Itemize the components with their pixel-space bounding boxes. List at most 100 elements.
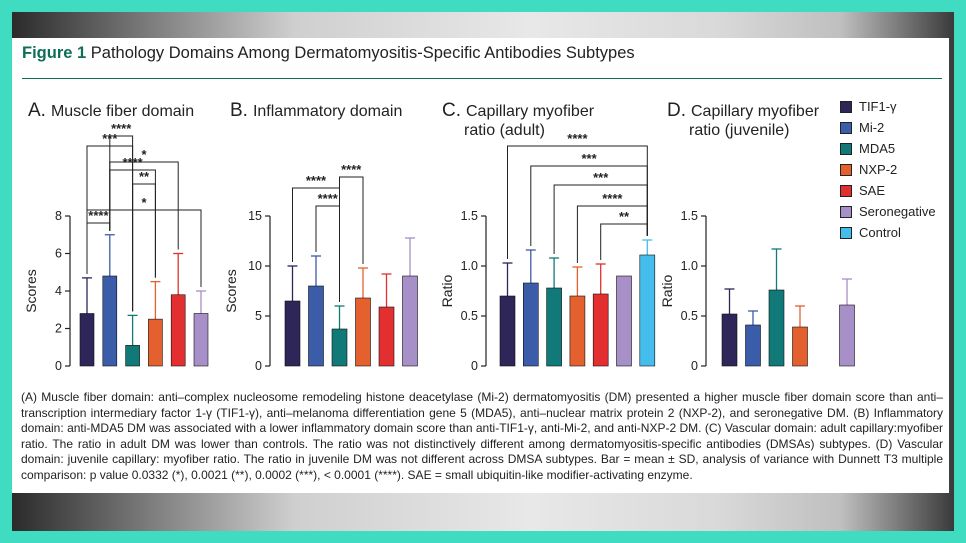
figure-card: Figure 1 Pathology Domains Among Dermato… xyxy=(12,38,949,493)
legend-swatch xyxy=(840,205,852,218)
legend-item: Seronegative xyxy=(840,201,936,222)
bar xyxy=(839,304,855,367)
significance-bracket xyxy=(600,223,648,260)
bar xyxy=(284,300,301,367)
y-tick-label: 1.5 xyxy=(681,209,698,223)
bar xyxy=(721,313,738,367)
charts-area: A. Muscle fiber domain02468Scores********… xyxy=(23,100,855,373)
bar xyxy=(569,295,586,367)
y-tick-label: 5 xyxy=(255,309,262,323)
figure-label: Figure 1 xyxy=(22,44,87,62)
panel-letter: D. xyxy=(667,100,686,121)
y-axis-label: Ratio xyxy=(439,274,455,307)
bar xyxy=(79,313,95,367)
bar xyxy=(355,297,371,367)
y-tick-label: 1.0 xyxy=(681,259,698,273)
panel-letter: A. xyxy=(28,100,46,121)
bar xyxy=(499,295,516,367)
significance-label: ** xyxy=(619,209,630,224)
bar xyxy=(402,275,418,367)
legend-label: TIF1-γ xyxy=(859,99,897,114)
y-tick-label: 2 xyxy=(55,322,62,336)
panel-title-line: Capillary myofiber xyxy=(691,103,820,120)
figure-title-text: Pathology Domains Among Dermatomyositis-… xyxy=(90,44,635,62)
legend-swatch xyxy=(840,184,852,197)
bar xyxy=(792,326,808,367)
legend-label: SAE xyxy=(859,183,886,198)
significance-label: **** xyxy=(88,208,109,223)
figure-caption: (A) Muscle fiber domain: anti–complex nu… xyxy=(21,390,943,483)
bar xyxy=(592,293,609,367)
y-tick-label: 0.5 xyxy=(461,309,478,323)
bar xyxy=(616,275,632,367)
y-axis-label: Ratio xyxy=(659,274,675,307)
y-tick-label: 0 xyxy=(471,359,478,373)
significance-bracket xyxy=(339,176,364,302)
y-tick-label: 0.5 xyxy=(681,309,698,323)
significance-bracket xyxy=(86,222,111,274)
legend-item: Mi-2 xyxy=(840,117,936,138)
y-tick-label: 10 xyxy=(248,259,262,273)
significance-label: *** xyxy=(593,170,609,185)
significance-bracket xyxy=(507,145,648,259)
panel-title: D. Capillary myofiber ratio (juvenile) xyxy=(667,100,820,139)
y-tick-label: 0 xyxy=(255,359,262,373)
y-tick-label: 4 xyxy=(55,284,62,298)
legend-label: MDA5 xyxy=(859,141,896,156)
y-tick-label: 6 xyxy=(55,247,62,261)
legend-label: Control xyxy=(859,225,901,240)
legend: TIF1-γ Mi-2 MDA5 NXP-2 SAE Seronegative Contro… xyxy=(840,96,936,243)
significance-label: **** xyxy=(567,131,588,146)
y-axis-label: Scores xyxy=(223,269,239,313)
bar xyxy=(639,254,656,367)
y-tick-label: 0 xyxy=(691,359,698,373)
panel-letter: C. xyxy=(442,100,461,121)
y-tick-label: 15 xyxy=(248,209,262,223)
significance-label: **** xyxy=(318,191,339,206)
bar xyxy=(193,313,209,367)
bar xyxy=(331,328,348,367)
panel-title: A. Muscle fiber domain xyxy=(28,100,194,121)
legend-item: SAE xyxy=(840,180,936,201)
bar xyxy=(546,287,562,367)
legend-label: NXP-2 xyxy=(859,162,898,177)
significance-label: **** xyxy=(306,173,327,188)
legend-swatch xyxy=(840,121,852,134)
legend-label: Mi-2 xyxy=(859,120,885,135)
caption-text: (A) Muscle fiber domain: anti–complex nu… xyxy=(21,390,943,482)
bar xyxy=(768,289,785,367)
y-tick-label: 8 xyxy=(55,209,62,223)
legend-swatch xyxy=(840,142,852,155)
significance-label: **** xyxy=(111,121,132,136)
panel-title-text: Inflammatory domain xyxy=(253,103,402,120)
panel-title-line: ratio (adult) xyxy=(464,122,545,139)
legend-swatch xyxy=(840,226,852,239)
panel-letter: B. xyxy=(230,100,248,121)
panel-title: B. Inflammatory domain xyxy=(230,100,402,121)
significance-label: * xyxy=(141,195,147,210)
legend-swatch xyxy=(840,100,852,113)
panel-title-line: Capillary myofiber xyxy=(466,103,595,120)
significance-label: *** xyxy=(581,151,597,166)
significance-label: **** xyxy=(602,191,623,206)
y-tick-label: 1.0 xyxy=(461,259,478,273)
legend-item: TIF1-γ xyxy=(840,96,936,117)
legend-item: Control xyxy=(840,222,936,243)
y-axis-label: Scores xyxy=(23,269,39,313)
legend-item: NXP-2 xyxy=(840,159,936,180)
y-tick-label: 1.5 xyxy=(461,209,478,223)
legend-item: MDA5 xyxy=(840,138,936,159)
significance-bracket xyxy=(86,209,202,287)
bar xyxy=(170,294,186,367)
significance-bracket xyxy=(576,205,648,263)
panel-title-line: ratio (juvenile) xyxy=(689,122,789,139)
bar xyxy=(522,282,539,367)
significance-label: ** xyxy=(139,169,150,184)
significance-label: **** xyxy=(341,162,362,177)
significance-label: * xyxy=(141,147,147,162)
figure-title: Figure 1 Pathology Domains Among Dermato… xyxy=(22,44,635,63)
bar xyxy=(745,324,761,367)
bar xyxy=(102,275,118,367)
y-tick-label: 0 xyxy=(55,359,62,373)
bar xyxy=(308,285,324,367)
